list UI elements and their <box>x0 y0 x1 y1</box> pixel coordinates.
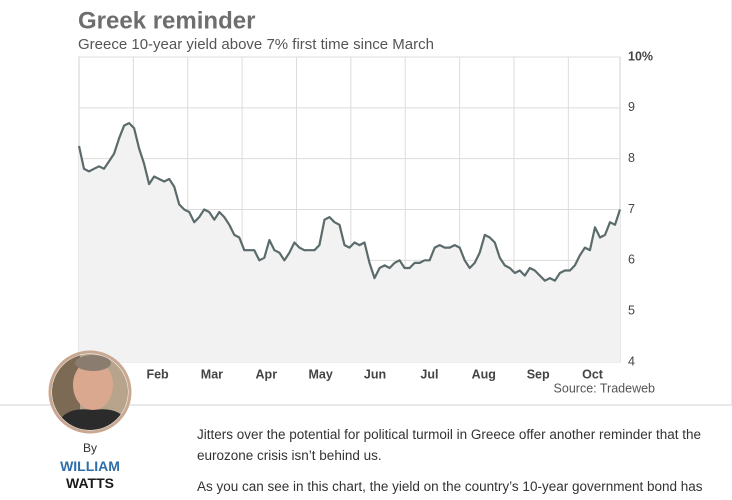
x-tick-label: Mar <box>201 367 223 381</box>
yield-line <box>77 122 622 282</box>
chart-title: Greek reminder <box>78 7 255 34</box>
y-tick-label: 6 <box>628 253 635 267</box>
x-tick-label: Oct <box>582 367 604 381</box>
author-last-name[interactable]: WATTS <box>66 475 114 491</box>
x-tick-label: Aug <box>472 367 496 381</box>
chart-frame <box>0 0 732 406</box>
author-first-name[interactable]: WILLIAM <box>60 458 120 474</box>
y-tick-label: 7 <box>628 202 635 216</box>
area-fill <box>79 123 620 362</box>
article-paragraph: As you can see in this chart, the yield … <box>197 479 703 494</box>
article-paragraph: Jitters over the potential for political… <box>197 427 702 463</box>
x-tick-label: Apr <box>256 367 278 381</box>
x-tick-label: Sep <box>527 367 550 381</box>
x-tick-label: Jun <box>364 367 386 381</box>
x-tick-label: Jul <box>420 367 438 381</box>
y-tick-label: 8 <box>628 151 635 165</box>
x-tick-label: Feb <box>146 367 169 381</box>
y-tick-label: 10% <box>628 49 653 63</box>
author-avatar <box>48 350 132 434</box>
y-tick-label: 4 <box>628 354 635 368</box>
byline-by: By <box>82 441 97 455</box>
chart-subtitle: Greece 10-year yield above 7% first time… <box>78 36 434 53</box>
source-note: Source: Tradeweb <box>554 381 655 395</box>
y-tick-label: 5 <box>628 303 635 317</box>
y-tick-label: 9 <box>628 100 635 114</box>
x-tick-label: May <box>309 367 333 381</box>
